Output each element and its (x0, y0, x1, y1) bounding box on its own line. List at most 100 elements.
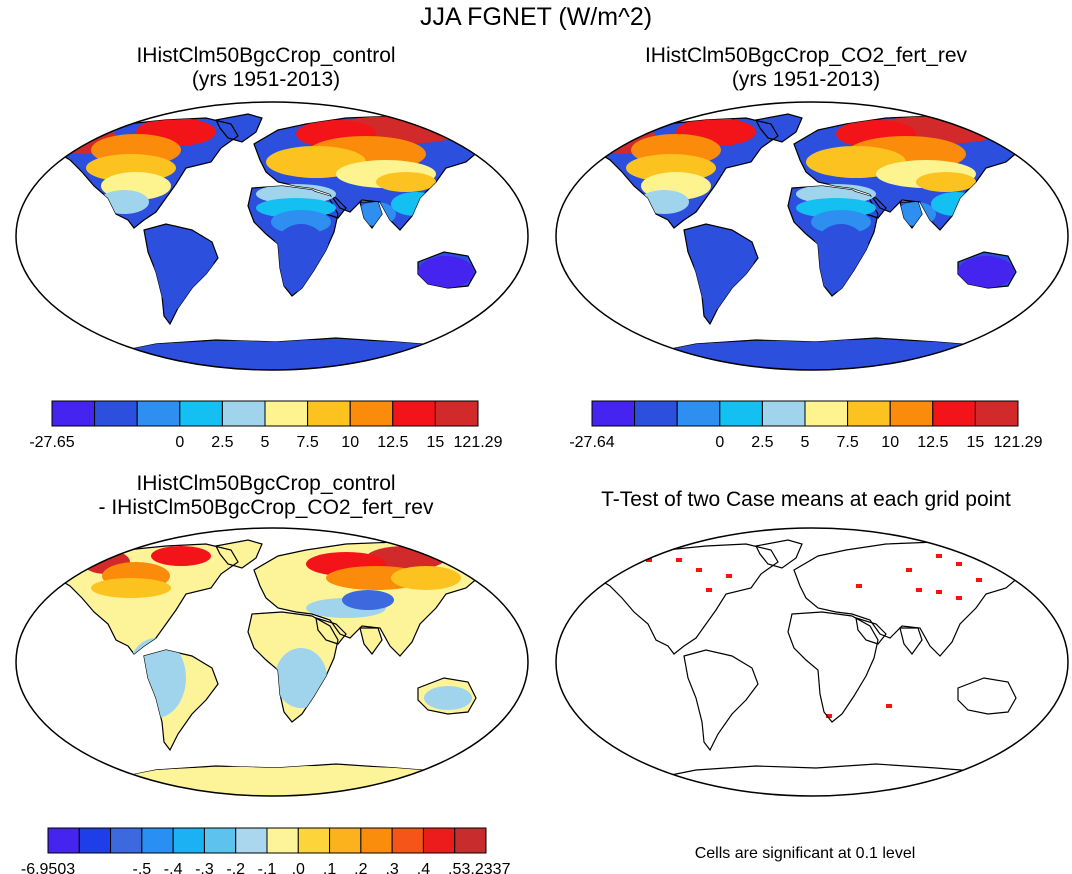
panel-4-coast-antarctica (645, 763, 1027, 796)
panel-4-coast-australia (957, 677, 1017, 715)
colorbar-3-tick-label: .5 (448, 861, 461, 874)
colorbar-3-tick-label: .2 (354, 861, 367, 874)
colorbar-1-box (434, 400, 479, 427)
panel-3-field-patch (391, 566, 461, 590)
panel-3-coast-india (359, 627, 383, 655)
colorbar-1-tick-label: 10 (341, 434, 359, 451)
panel-1-field-patch (271, 210, 331, 234)
colorbar-2-tick-label: 121.29 (994, 434, 1043, 451)
panel-3-field-patch (96, 766, 486, 794)
panel-3-title: IHistClm50BgcCrop_control - IHistClm50Bg… (16, 472, 516, 520)
panel-4-significant-cell (936, 554, 942, 558)
panel-2-land-greenland (756, 114, 802, 142)
panel-4-significant-cell (936, 590, 942, 594)
panel-4-land-eurasia (794, 542, 1026, 656)
panel-3-land-greenland (216, 540, 262, 568)
figure-title: JJA FGNET (W/m^2) (419, 3, 653, 31)
panel-1-map-border (15, 101, 529, 371)
panel-4-title: T-Test of two Case means at each grid po… (536, 488, 1072, 512)
panel-3-land-arabia (316, 618, 346, 644)
panel-4-significant-cell (916, 588, 922, 592)
panel-4-significant-cell (726, 574, 732, 578)
panel-1-coast-greenland (215, 113, 263, 143)
panel-2-field-patch (796, 184, 876, 204)
colorbar-2-box (847, 400, 891, 427)
panel-3-field-patch (424, 686, 472, 710)
panel-4-land-arabia (856, 618, 886, 644)
panel-3-map (15, 527, 529, 797)
colorbar-1-box (136, 400, 181, 427)
colorbar-2-box (676, 400, 721, 427)
colorbar-3-tick-label: -.3 (195, 861, 214, 874)
colorbar-3-tick-label: .0 (292, 861, 305, 874)
colorbar-1-box (179, 400, 223, 427)
colorbar-2-tick-label: 10 (881, 434, 899, 451)
colorbar-3-box (110, 827, 143, 854)
colorbar-1: -27.65 0 2.5 5 7.5 10 12.5 15 121.29 (29, 400, 503, 451)
colorbar-2-tick-label: 12.5 (917, 434, 948, 451)
panel-3-field-patch (342, 590, 394, 610)
panel-2-title-line2: (yrs 1951-2013) (731, 68, 881, 91)
colorbar-1-box (94, 400, 138, 427)
panel-2-field-patch (916, 172, 976, 192)
panel-4-coast-samerica (683, 649, 759, 752)
colorbar-1-tick-label: -27.65 (29, 434, 74, 451)
panel-2-map (555, 101, 1069, 371)
colorbar-2-box (974, 400, 1019, 427)
colorbar-2-box (591, 400, 636, 427)
panel-2-field-patch (931, 192, 981, 216)
colorbar-3-tick-label: .1 (323, 861, 336, 874)
colorbar-3-box (329, 827, 362, 854)
panel-4-significant-cell (826, 714, 832, 718)
colorbar-2-tick-label: 5 (801, 434, 810, 451)
panel-4-significant-cell (956, 562, 962, 566)
colorbar-2-tick-label: 2.5 (751, 434, 773, 451)
colorbar-3-box (47, 827, 80, 854)
colorbar-3-box (78, 827, 112, 854)
colorbar-2-tick-label: 7.5 (836, 434, 858, 451)
colorbar-2-box (804, 400, 849, 427)
panel-3-title-line1: IHistClm50BgcCrop_control (136, 472, 396, 495)
colorbar-3-box (391, 827, 424, 854)
panel-3-coast-africa (247, 611, 339, 723)
panel-4-significant-cell (976, 578, 982, 582)
colorbar-2-box (889, 400, 934, 427)
panel-4-significant-cell (906, 568, 912, 572)
panel-4-coast-africa (787, 611, 879, 723)
colorbar-3-box (297, 827, 331, 854)
panel-2-coast-namerica (595, 117, 779, 229)
colorbar-2-box (719, 400, 763, 427)
colorbar-2-tick-label: 0 (715, 434, 724, 451)
panel-2-map-border (555, 101, 1069, 371)
panel-4-coast-india (899, 627, 923, 655)
colorbar-1-box (51, 400, 96, 427)
colorbar-3-box (172, 827, 205, 854)
colorbar-2-box (634, 400, 678, 427)
panel-4-map (555, 527, 1069, 797)
colorbar-3-box (266, 827, 299, 854)
colorbar-3-tick-label: -.4 (164, 861, 183, 874)
panel-4-coast-greenland (755, 539, 803, 569)
colorbar-1-tick-label: 5 (261, 434, 270, 451)
panel-4-significant-cell (706, 588, 712, 592)
panel-4-title-line1: T-Test of two Case means at each grid po… (601, 488, 1011, 511)
panel-3-field-patch (151, 546, 211, 566)
panel-4-coast-arabia (855, 617, 887, 645)
panel-2-title-line1: IHistClm50BgcCrop_CO2_fert_rev (644, 44, 968, 67)
panel-4-significant-cell (646, 558, 652, 562)
panel-1-title-line2: (yrs 1951-2013) (191, 68, 341, 91)
panel-4-significant-cell (956, 596, 962, 600)
colorbar-3-tick-label: -.5 (133, 861, 152, 874)
colorbar-2-tick-label: -27.64 (569, 434, 614, 451)
panel-2-field-patch (811, 224, 871, 292)
panel-4-significant-cell (996, 558, 1002, 562)
panel-3-field-patch (126, 638, 186, 718)
panel-3-map-border (15, 527, 529, 797)
panel-4-significant-cell (696, 568, 702, 572)
colorbar-3-box (141, 827, 174, 854)
colorbar-3-tick-label: .4 (417, 861, 430, 874)
panel-1-field-patch (271, 224, 331, 292)
colorbar-1-box (392, 400, 436, 427)
panel-4-coast-namerica (595, 543, 779, 655)
